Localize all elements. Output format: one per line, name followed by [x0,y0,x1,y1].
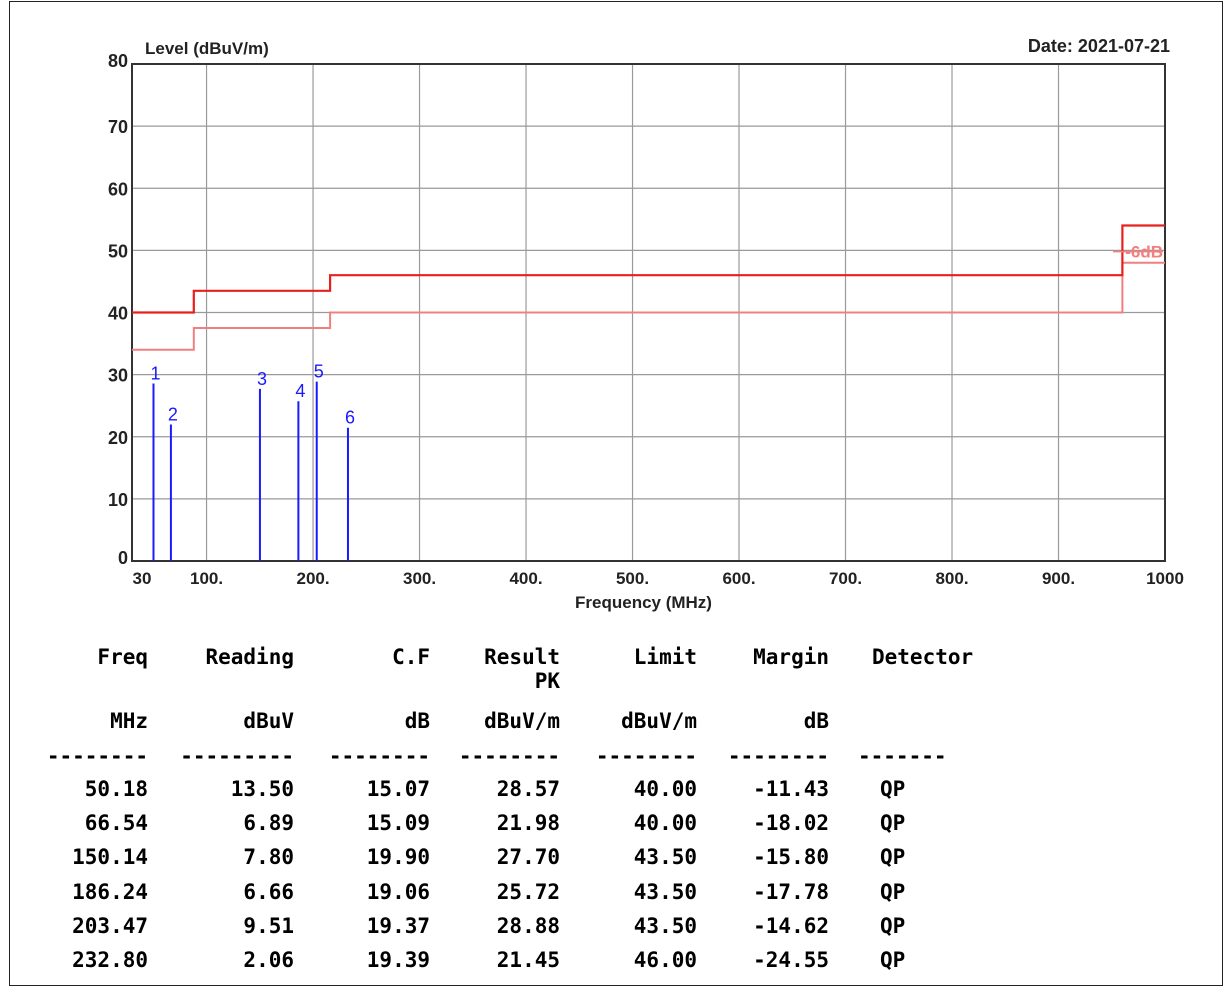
emission-chart: 0 10 20 30 40 50 60 70 80 30 100. 200. 300. 400. 500. 6… [108,36,1184,612]
x-tick-label: 800. [935,569,968,588]
limit-line [132,224,1165,314]
x-tick-label: 1000 [1146,569,1184,588]
y-tick-label: 0 [118,548,128,568]
x-tick-label: 600. [722,569,755,588]
x-tick-label: 900. [1042,569,1075,588]
x-tick-label: 400. [509,569,542,588]
x-tick-label: 300. [403,569,436,588]
y-tick-label: 50 [108,241,128,261]
date-label: Date: 2021-07-21 [1028,36,1170,56]
y-tick-label: 10 [108,490,128,510]
marker-label: 4 [295,381,305,401]
y-tick-label: 40 [108,304,128,324]
x-tick-label: 200. [296,569,329,588]
y-tick-label: 70 [108,117,128,137]
y-tick-label: 30 [108,366,128,386]
marker-label: 2 [168,404,178,424]
marker-label: 3 [257,369,267,389]
y-tick-label: 60 [108,179,128,199]
y-tick-label: 80 [108,51,128,71]
x-tick-label: 700. [829,569,862,588]
x-tick-label: 100. [190,569,223,588]
marker-label: 5 [314,362,324,382]
x-axis-title: Frequency (MHz) [575,593,712,612]
marker-label: 1 [150,364,160,384]
x-tick-label: 500. [616,569,649,588]
y-axis-title: Level (dBuV/m) [145,39,269,58]
marker-label: 6 [345,408,355,428]
y-tick-label: 20 [108,428,128,448]
x-tick-label: 30 [133,569,152,588]
